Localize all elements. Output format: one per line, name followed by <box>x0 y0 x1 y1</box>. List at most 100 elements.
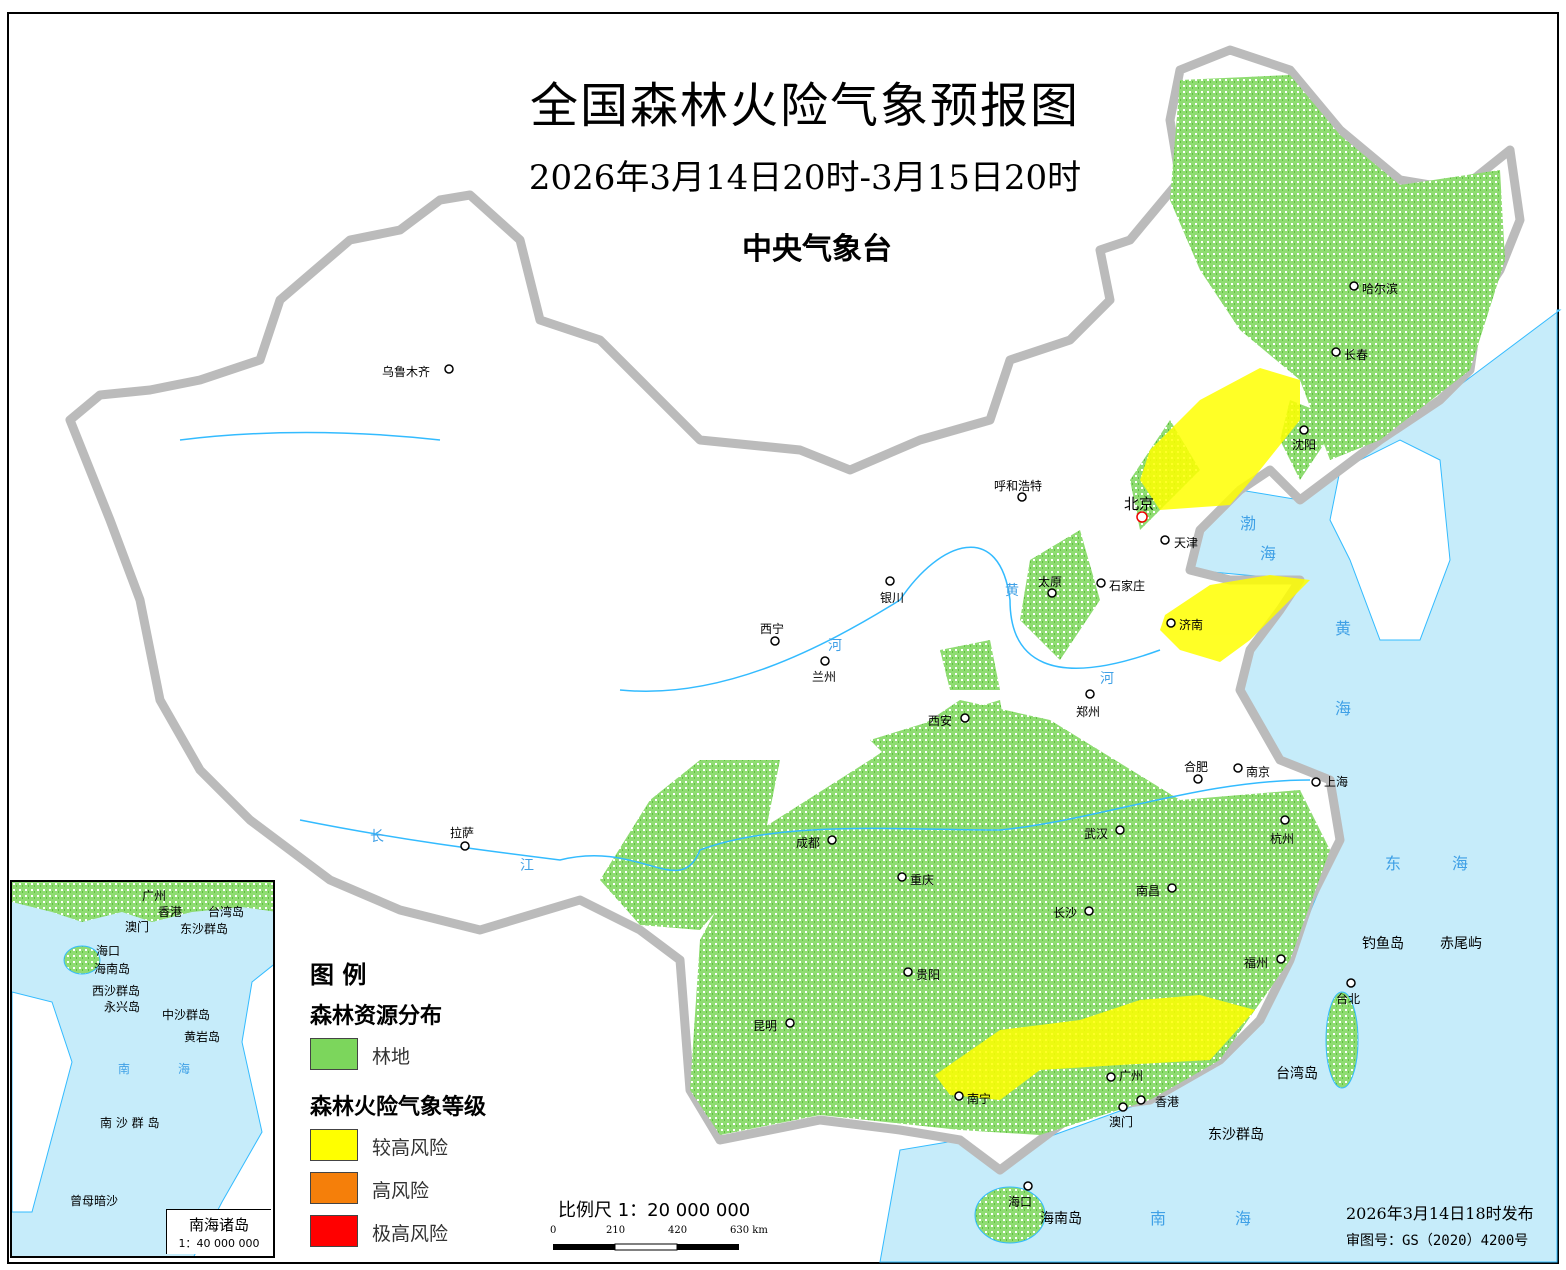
city-label: 石家庄 <box>1109 579 1146 593</box>
sea-label: 黄 <box>1335 619 1352 638</box>
city-marker <box>1106 1072 1116 1082</box>
city-marker <box>1136 511 1148 523</box>
inset-map <box>12 882 273 1256</box>
city-label: 海口 <box>1008 1195 1033 1209</box>
inset-label: 永兴岛 <box>104 1000 141 1014</box>
city-marker <box>1331 347 1341 357</box>
legend-risk-heading: 森林火险气象等级 <box>310 1095 487 1120</box>
city-marker <box>1085 689 1095 699</box>
inset-label: 台湾岛 <box>208 905 245 919</box>
city-label: 重庆 <box>910 873 935 887</box>
place-label: 赤尾屿 <box>1440 936 1482 952</box>
korea-peninsula <box>1329 439 1451 641</box>
city-marker <box>1349 281 1359 291</box>
legend-label-forest: 林地 <box>372 1046 411 1068</box>
city-label: 南昌 <box>1136 884 1161 898</box>
map-title: 全国森林火险气象预报图 <box>529 78 1080 134</box>
city-marker <box>903 967 913 977</box>
place-label: 钓鱼岛 <box>1362 936 1404 952</box>
city-label: 昆明 <box>753 1019 778 1033</box>
city-label: 乌鲁木齐 <box>382 365 431 379</box>
inset-label: 海口 <box>96 944 121 958</box>
city-label: 福州 <box>1244 956 1269 970</box>
city-label: 西安 <box>928 714 953 728</box>
city-label: 拉萨 <box>450 826 475 840</box>
sea-label: 海 <box>1260 544 1277 563</box>
city-marker <box>820 656 830 666</box>
city-label: 长沙 <box>1053 906 1078 920</box>
city-label: 天津 <box>1174 536 1199 550</box>
inset-title: 南海诸岛 <box>188 1216 249 1234</box>
city-marker <box>1017 492 1027 502</box>
river-label: 江 <box>520 858 534 874</box>
inset-sea-label: 南 <box>118 1062 131 1076</box>
inset-label: 西沙群岛 <box>92 984 141 998</box>
taiwan-island <box>1325 991 1359 1089</box>
legend-forest-heading: 森林资源分布 <box>310 1004 443 1029</box>
city-marker <box>1047 588 1057 598</box>
city-label: 上海 <box>1324 775 1349 789</box>
legend-swatch-extreme <box>310 1215 358 1247</box>
city-label: 广州 <box>1119 1069 1144 1083</box>
place-label: 东沙群岛 <box>1208 1127 1264 1143</box>
city-marker <box>1276 954 1286 964</box>
city-label: 武汉 <box>1084 827 1109 841</box>
city-label: 西宁 <box>760 622 785 636</box>
city-marker <box>444 364 454 374</box>
city-marker <box>1299 425 1309 435</box>
sea-label: 海 <box>1452 854 1469 873</box>
inset-label: 黄岩岛 <box>184 1030 221 1044</box>
inset-label: 南 沙 群 岛 <box>100 1116 160 1130</box>
legend-swatch-high <box>310 1172 358 1204</box>
scale-bar <box>553 1243 739 1251</box>
city-label: 长春 <box>1344 348 1369 362</box>
issue-time: 2026年3月14日18时发布 <box>1346 1204 1534 1223</box>
river-label: 长 <box>370 829 384 845</box>
city-label: 济南 <box>1179 618 1204 632</box>
inset-label: 香港 <box>158 905 183 919</box>
scale-tick: 420 <box>668 1225 688 1236</box>
city-marker <box>1193 774 1203 784</box>
city-marker <box>827 835 837 845</box>
inset-sea-label: 海 <box>178 1062 191 1076</box>
south-china-sea-inset: 广州 香港 澳门 台湾岛 东沙群岛 海口 海南岛 西沙群岛 永兴岛 中沙群岛 黄… <box>10 880 275 1258</box>
sea-label: 渤 <box>1240 514 1257 533</box>
scale-tick: 0 <box>550 1225 557 1236</box>
rivers <box>179 431 1311 872</box>
inset-label: 广州 <box>142 889 167 903</box>
city-label: 北京 <box>1124 495 1155 513</box>
city-marker <box>1118 1102 1128 1112</box>
legend-label-high: 高风险 <box>372 1180 430 1202</box>
legend-swatch-high-moderate <box>310 1129 358 1161</box>
city-label: 贵阳 <box>916 968 941 982</box>
river-label: 黄 <box>1005 583 1019 599</box>
river-label: 河 <box>828 638 842 654</box>
city-marker <box>1311 777 1321 787</box>
city-label: 成都 <box>796 836 821 850</box>
inset-label: 中沙群岛 <box>162 1008 211 1022</box>
city-marker <box>1167 883 1177 893</box>
city-marker <box>1084 906 1094 916</box>
city-label: 台北 <box>1336 992 1361 1006</box>
sea-label: 海 <box>1335 699 1352 718</box>
inset-label: 澳门 <box>125 920 150 934</box>
inset-scale: 1：40 000 000 <box>178 1237 260 1250</box>
city-label: 澳门 <box>1109 1115 1134 1129</box>
city-label: 杭州 <box>1270 832 1295 846</box>
city-label: 沈阳 <box>1292 438 1317 452</box>
sea-label: 海 <box>1235 1209 1252 1228</box>
city-marker <box>1136 1095 1146 1105</box>
city-label: 南宁 <box>967 1092 992 1106</box>
city-label: 呼和浩特 <box>994 479 1043 493</box>
city-marker <box>460 841 470 851</box>
issuer: 中央气象台 <box>742 232 892 267</box>
river-label: 河 <box>1100 671 1114 687</box>
place-label: 海南岛 <box>1040 1211 1082 1227</box>
risk-zones-high-moderate <box>935 368 1310 1100</box>
city-marker <box>897 872 907 882</box>
city-label: 郑州 <box>1076 705 1101 719</box>
city-label: 银川 <box>880 591 905 605</box>
city-marker <box>1096 578 1106 588</box>
city-marker <box>785 1018 795 1028</box>
